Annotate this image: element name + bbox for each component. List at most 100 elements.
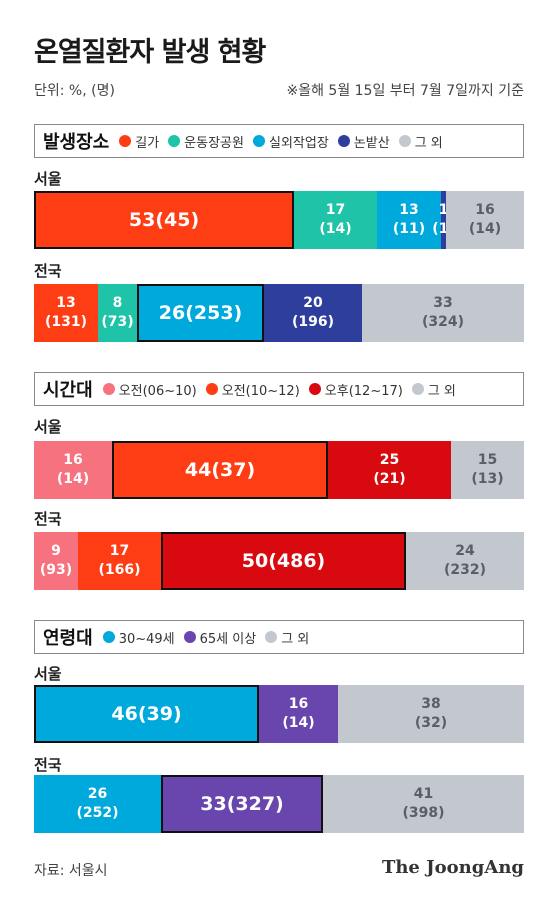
bar-percent-label: 20 <box>303 295 323 311</box>
bar-nation-age: 26 (252) 33(327) 41 (398) <box>34 775 524 833</box>
bar-segment: 50(486) <box>161 532 406 590</box>
legend-label: 그 외 <box>427 383 456 399</box>
bar-value-label: 44(37) <box>184 458 256 481</box>
brand-logo: The JoongAng <box>381 857 524 878</box>
legend-item: 오전(10~12) <box>205 380 300 399</box>
bar-percent-label: 41 <box>413 786 434 802</box>
bar-percent-label: 17 <box>109 543 130 559</box>
bar-segment: 17 (14) <box>294 191 377 249</box>
legend-item: 실외작업장 <box>252 132 329 151</box>
bar-percent-label: 17 <box>325 202 346 218</box>
bar-count-label: (73) <box>101 314 134 330</box>
bar-count-label: (196) <box>291 314 335 330</box>
legend-swatch <box>252 135 265 147</box>
legend-item: 65세 이상 <box>183 628 257 647</box>
bar-value-label: 26(253) <box>158 301 243 324</box>
legend-label: 실외작업장 <box>268 135 329 151</box>
bar-percent-label: 15 <box>477 452 498 468</box>
section-header-age: 연령대 30~49세 65세 이상 그 외 <box>34 620 524 654</box>
legend-label: 운동장공원 <box>184 135 244 151</box>
bar-segment: 16 (14) <box>259 685 338 743</box>
bar-segment: 15 (13) <box>451 441 524 499</box>
section-header-time: 시간대 오전(06~10) 오전(10~12) 오후(12~17) 그 외 <box>34 372 524 406</box>
legend-item: 운동장공원 <box>168 132 244 151</box>
legend-label: 오전(10~12) <box>221 383 300 399</box>
section-title-place: 발생장소 <box>43 132 110 153</box>
bar-percent-label: 8 <box>112 295 123 311</box>
bar-segment: 33 (324) <box>362 284 524 342</box>
bar-seoul-age: 46(39) 16 (14) 38 (32) <box>34 685 524 743</box>
legend-item: 그 외 <box>398 132 443 151</box>
legend-swatch <box>119 135 132 147</box>
bar-nation-place: 13 (131) 8 (73) 26(253) 20 (196) 33 (324) <box>34 284 524 342</box>
bar-count-label: (398) <box>402 805 445 821</box>
legend-swatch <box>183 631 196 643</box>
bar-percent-label: 38 <box>421 696 441 712</box>
legend-item: 길가 <box>119 132 159 151</box>
bar-segment: 38 (32) <box>338 685 524 743</box>
chart-title: 온열질환자 발생 현황 <box>34 37 266 68</box>
bar-value-label: 33(327) <box>200 792 284 815</box>
bar-percent-label: 25 <box>379 452 400 468</box>
bar-percent-label: 16 <box>63 452 83 468</box>
bar-segment: 16 (14) <box>34 441 112 499</box>
bar-value-label: 46(39) <box>111 702 182 725</box>
legend-swatch <box>102 631 115 643</box>
bar-count-label: (93) <box>39 562 73 578</box>
bar-count-label: (11) <box>392 221 426 237</box>
bar-value-label: 50(486) <box>241 549 326 572</box>
legend-age: 30~49세 65세 이상 그 외 <box>102 628 319 647</box>
bar-segment: 16 (14) <box>446 191 524 249</box>
bar-percent-label: 13 <box>399 202 419 218</box>
row-label-seoul-age: 서울 <box>34 665 62 683</box>
legend-label: 65세 이상 <box>199 631 257 647</box>
bar-percent-label: 13 <box>56 295 76 311</box>
bar-percent-label: 24 <box>455 543 475 559</box>
bar-segment: 20 (196) <box>264 284 362 342</box>
bar-segment: 25 (21) <box>328 441 451 499</box>
legend-item: 오후(12~17) <box>308 380 403 399</box>
legend-swatch <box>337 135 350 147</box>
section-header-place: 발생장소 길가 운동장공원 실외작업장 논밭산 그 외 <box>34 124 524 158</box>
bar-nation-time: 9 (93) 17 (166) 50(486) 24 (232) <box>34 532 524 590</box>
bar-segment: 33(327) <box>161 775 323 833</box>
legend-swatch <box>205 383 218 395</box>
legend-item: 그 외 <box>411 380 456 399</box>
legend-place: 길가 운동장공원 실외작업장 논밭산 그 외 <box>119 132 452 151</box>
bar-segment: 41 (398) <box>323 775 524 833</box>
bar-seoul-time: 16 (14) 44(37) 25 (21) 15 (13) <box>34 441 524 499</box>
legend-label: 논밭산 <box>353 135 390 151</box>
bar-segment: 26 (252) <box>34 775 161 833</box>
bar-segment: 13 (131) <box>34 284 98 342</box>
bar-count-label: (14) <box>319 221 352 237</box>
row-label-nation-place: 전국 <box>34 262 62 280</box>
row-label-seoul-place: 서울 <box>34 170 62 188</box>
source-note: 자료: 서울시 <box>34 863 108 879</box>
row-label-nation-time: 전국 <box>34 510 62 528</box>
legend-item: 그 외 <box>265 628 309 647</box>
bar-count-label: (14) <box>56 471 90 487</box>
bar-value-label: 53(45) <box>128 208 200 231</box>
period-note: ※올해 5월 15일 부터 7월 7일까지 기준 <box>286 83 524 99</box>
bar-count-label: (13) <box>471 471 504 487</box>
bar-segment: 46(39) <box>34 685 259 743</box>
bar-segment: 9 (93) <box>34 532 78 590</box>
legend-label: 그 외 <box>414 135 443 151</box>
bar-count-label: (32) <box>414 715 448 731</box>
legend-label: 오전(06~10) <box>118 383 197 399</box>
bar-count-label: (14) <box>468 221 502 237</box>
legend-swatch <box>168 135 181 147</box>
bar-percent-label: 16 <box>288 696 309 712</box>
bar-count-label: (252) <box>76 805 119 821</box>
bar-count-label: (14) <box>282 715 315 731</box>
row-label-nation-age: 전국 <box>34 756 62 774</box>
section-title-time: 시간대 <box>43 380 93 401</box>
bar-count-label: (232) <box>443 562 487 578</box>
bar-segment: 13 (11) <box>377 191 441 249</box>
legend-time: 오전(06~10) 오전(10~12) 오후(12~17) 그 외 <box>102 380 465 399</box>
bar-segment: 17 (166) <box>78 532 161 590</box>
bar-percent-label: 9 <box>51 543 61 559</box>
bar-percent-label: 33 <box>433 295 453 311</box>
row-label-seoul-time: 서울 <box>34 418 62 436</box>
legend-swatch <box>102 383 115 395</box>
